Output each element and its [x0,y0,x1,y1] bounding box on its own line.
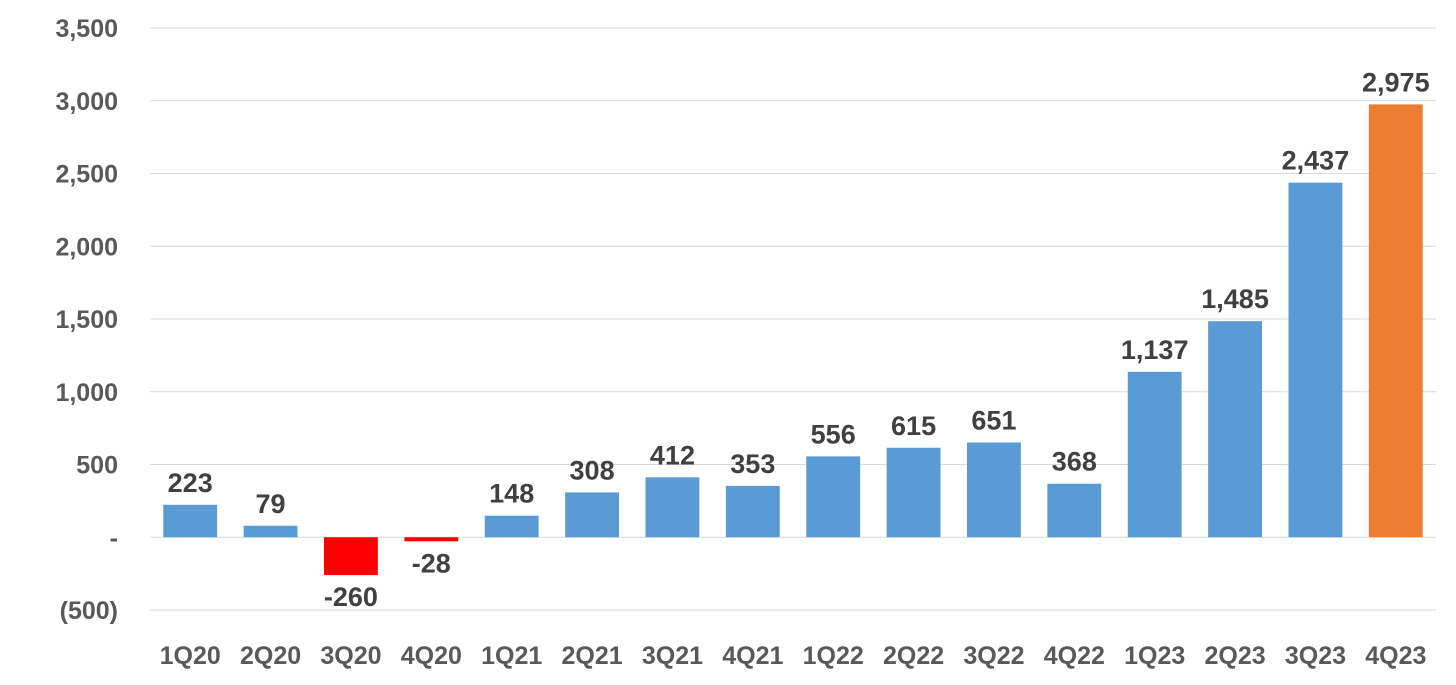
x-tick-label: 2Q21 [561,642,622,670]
y-axis-tick-labels: 3,500 3,000 2,500 2,000 1,500 1,000 500 - (500) [55,15,118,625]
data-label: 556 [811,419,856,449]
y-tick-label: 2,000 [55,233,118,261]
data-label: 1,137 [1121,335,1189,365]
bars [163,104,1423,576]
x-tick-label: 2Q22 [883,642,944,670]
bar-4q21 [725,485,780,538]
x-tick-label: 3Q23 [1285,642,1346,670]
y-tick-label: 3,500 [55,15,118,43]
data-label: -28 [412,548,451,578]
data-label: 368 [1052,447,1097,477]
bar-3q22 [967,442,1021,538]
x-tick-label: 1Q21 [481,642,542,670]
x-tick-label: 2Q23 [1204,642,1265,670]
bar-2q20 [243,525,298,538]
data-label: 615 [891,411,936,441]
bar-3q21 [645,477,700,538]
data-label: 2,975 [1362,67,1430,97]
data-label: 353 [730,449,775,479]
y-tick-label: 500 [76,452,118,480]
x-tick-label: 4Q22 [1044,642,1105,670]
bar-1q22 [806,456,861,538]
data-label: 308 [570,455,615,485]
x-tick-label: 4Q23 [1365,642,1426,670]
bar-3q20 [324,537,378,576]
bar-2q21 [565,492,619,538]
data-label: 2,437 [1282,146,1350,176]
x-tick-label: 4Q20 [401,642,462,670]
y-tick-label: 1,500 [55,306,118,334]
x-tick-label: 3Q22 [963,642,1024,670]
data-labels: 223 79 -260 -28 148 308 412 353 556 615 651 368 1,13… [168,67,1430,612]
x-tick-label: 1Q20 [160,642,221,670]
y-tick-label: (500) [60,597,118,625]
data-label: 412 [650,440,695,470]
data-label: 223 [168,468,213,498]
bar-4q23 [1368,104,1423,538]
data-label: 79 [256,489,286,519]
y-tick-label: 3,000 [55,88,118,116]
y-tick-label: - [110,524,118,552]
x-tick-label: 2Q20 [240,642,301,670]
data-label: 1,485 [1201,284,1269,314]
bar-2q22 [886,447,941,538]
bar-4q20 [404,537,459,542]
bar-1q21 [484,515,539,538]
x-tick-label: 4Q21 [722,642,783,670]
bar-1q23 [1127,371,1182,538]
bar-3q23 [1288,182,1343,538]
x-tick-label: 1Q22 [803,642,864,670]
data-label: 651 [971,406,1016,436]
x-tick-label: 3Q21 [642,642,703,670]
bar-4q22 [1047,483,1102,538]
bar-2q23 [1208,321,1262,538]
y-tick-label: 1,000 [55,379,118,407]
x-tick-label: 3Q20 [320,642,381,670]
data-label: 148 [489,479,534,509]
bar-1q20 [163,504,218,538]
gridlines [150,27,1436,611]
x-tick-label: 1Q23 [1124,642,1185,670]
x-axis-tick-labels: 1Q20 2Q20 3Q20 4Q20 1Q21 2Q21 3Q21 4Q21 1Q22 2Q22… [160,642,1427,670]
data-label: -260 [324,582,378,612]
y-tick-label: 2,500 [55,161,118,189]
